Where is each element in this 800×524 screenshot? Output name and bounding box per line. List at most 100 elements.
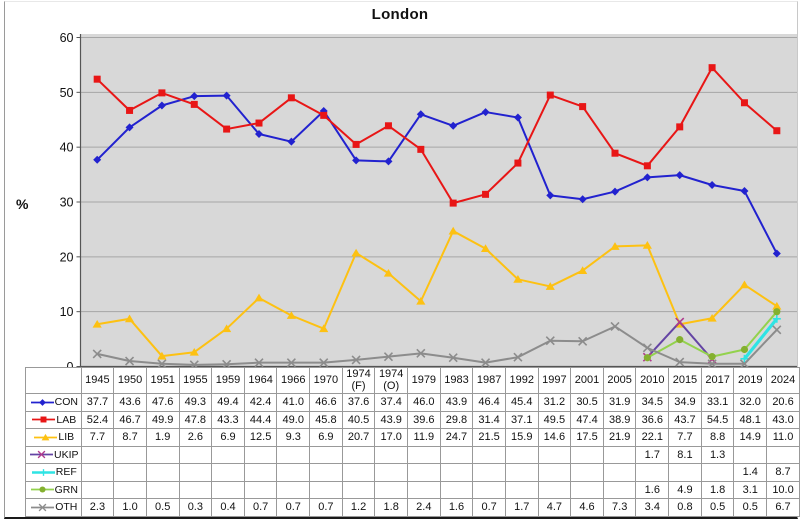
value-cell — [439, 445, 474, 464]
value-cell: 20.6 — [766, 393, 800, 412]
value-cell: 8.7 — [113, 428, 147, 447]
year-header: 1955 — [178, 367, 213, 394]
value-cell: 40.5 — [341, 410, 376, 429]
value-cell — [243, 463, 278, 482]
value-cell: 12.5 — [243, 428, 278, 447]
value-cell — [276, 445, 311, 464]
value-cell: 14.6 — [537, 428, 572, 447]
table-corner-cell — [25, 367, 82, 394]
y-tick-label: 50 — [60, 86, 74, 100]
value-cell: 1.8 — [374, 498, 408, 517]
value-cell — [504, 463, 539, 482]
value-cell — [276, 463, 311, 482]
year-header: 1974 (O) — [374, 367, 408, 394]
legend-cell-lab: LAB — [25, 410, 82, 429]
value-cell: 37.6 — [341, 393, 376, 412]
year-header: 2005 — [602, 367, 637, 394]
value-cell — [407, 480, 441, 499]
value-cell — [80, 463, 115, 482]
year-header: 2010 — [635, 367, 670, 394]
legend-label: GRN — [54, 483, 78, 496]
value-cell: 20.7 — [341, 428, 376, 447]
value-cell — [178, 480, 213, 499]
value-cell: 3.4 — [635, 498, 670, 517]
value-cell: 46.6 — [309, 393, 343, 412]
value-cell — [80, 480, 115, 499]
legend-label: CON — [54, 396, 78, 409]
year-header: 2019 — [733, 367, 768, 394]
value-cell — [211, 463, 245, 482]
value-cell: 38.9 — [602, 410, 637, 429]
chart-title: London — [371, 6, 429, 23]
table-row-con: CON 37.7 43.6 47.6 49.3 49.4 42.4 41.0 46.6 37.6 3… — [25, 393, 800, 412]
value-cell: 7.7 — [668, 428, 702, 447]
value-cell: 34.5 — [635, 393, 670, 412]
value-cell: 29.8 — [439, 410, 474, 429]
value-cell: 2.6 — [178, 428, 213, 447]
legend-label: UKIP — [54, 448, 79, 461]
value-cell — [341, 445, 376, 464]
year-header: 1979 — [407, 367, 441, 394]
value-cell: 37.1 — [504, 410, 539, 429]
value-cell: 6.9 — [211, 428, 245, 447]
value-cell: 0.5 — [145, 498, 180, 517]
value-cell: 47.4 — [570, 410, 604, 429]
value-cell — [504, 445, 539, 464]
year-header: 2024 — [766, 367, 800, 394]
ukip-line-marker-icon — [30, 450, 54, 459]
value-cell — [537, 463, 572, 482]
value-cell — [243, 480, 278, 499]
table-row-ukip: UKIP 1.7 8.1 1.3 — [25, 445, 800, 464]
value-cell: 30.5 — [570, 393, 604, 412]
value-cell: 9.3 — [276, 428, 311, 447]
value-cell — [80, 445, 115, 464]
value-cell: 43.9 — [439, 393, 474, 412]
value-cell — [733, 445, 768, 464]
value-cell: 8.8 — [700, 428, 735, 447]
y-tick-label: 10 — [60, 305, 74, 319]
value-cell: 1.8 — [700, 480, 735, 499]
value-cell: 36.6 — [635, 410, 670, 429]
value-cell: 3.1 — [733, 480, 768, 499]
legend-label: LAB — [56, 413, 77, 426]
ref-line-marker-icon — [31, 468, 55, 476]
value-cell: 1.7 — [635, 445, 670, 464]
year-header: 1959 — [211, 367, 245, 394]
value-cell — [211, 445, 245, 464]
value-cell: 31.9 — [602, 393, 637, 412]
legend-cell-ukip: UKIP — [25, 445, 82, 464]
legend-label: LIB — [58, 431, 75, 444]
line-chart-plot: 0 10 20 30 40 50 60 — [60, 31, 797, 372]
value-cell: 1.9 — [145, 428, 180, 447]
value-cell: 6.9 — [309, 428, 343, 447]
legend-label: OTH — [55, 501, 78, 514]
value-cell: 48.1 — [733, 410, 768, 429]
year-header: 1964 — [243, 367, 278, 394]
value-cell: 31.2 — [537, 393, 572, 412]
value-cell — [243, 445, 278, 464]
value-cell: 43.9 — [374, 410, 408, 429]
lib-line-marker-icon — [34, 433, 58, 441]
value-cell: 42.4 — [243, 393, 278, 412]
value-cell — [374, 463, 408, 482]
value-cell — [766, 445, 800, 464]
value-cell — [668, 463, 702, 482]
value-cell: 8.1 — [668, 445, 702, 464]
value-cell: 21.5 — [472, 428, 506, 447]
value-cell: 8.7 — [766, 463, 800, 482]
value-cell: 10.0 — [766, 480, 800, 499]
value-cell: 33.1 — [700, 393, 735, 412]
value-cell: 1.7 — [504, 498, 539, 517]
value-cell: 17.5 — [570, 428, 604, 447]
value-cell: 1.3 — [700, 445, 735, 464]
value-cell: 54.5 — [700, 410, 735, 429]
value-cell — [113, 445, 147, 464]
year-header: 1992 — [504, 367, 539, 394]
year-header: 1983 — [439, 367, 474, 394]
value-cell: 2.4 — [407, 498, 441, 517]
value-cell — [472, 445, 506, 464]
series-lib — [92, 226, 782, 360]
value-cell — [309, 480, 343, 499]
value-cell: 44.4 — [243, 410, 278, 429]
value-cell: 41.0 — [276, 393, 311, 412]
